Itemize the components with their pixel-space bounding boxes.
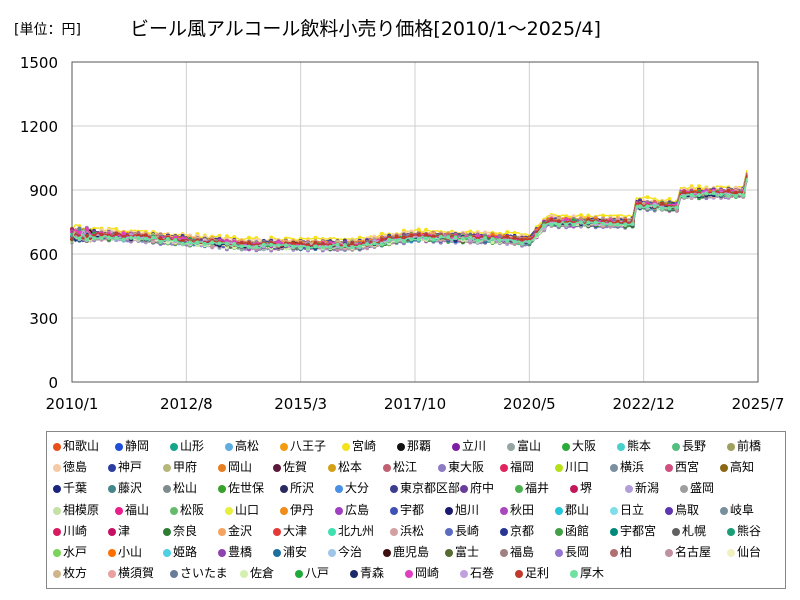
x-tick-label: 2017/10 [384, 395, 446, 413]
data-point [379, 231, 384, 236]
data-point [247, 235, 251, 240]
data-point [416, 227, 421, 232]
unit-label: [単位：円] [14, 22, 81, 38]
x-tick-label: 2025/7 [732, 395, 785, 413]
series-lines [70, 169, 748, 253]
data-point [697, 184, 701, 189]
data-point [579, 213, 583, 218]
chart-title: ビール風アルコール飲料小売り価格[2010/1～2025/4] [130, 18, 601, 40]
data-point [505, 230, 510, 235]
data-point [232, 235, 237, 240]
x-tick-label: 2012/8 [160, 395, 213, 413]
data-point [424, 227, 429, 232]
data-point [372, 234, 377, 239]
data-point [645, 195, 650, 200]
data-point [114, 227, 119, 231]
x-tick-label: 2010/1 [46, 395, 99, 413]
y-tick-labels: 0 300 600 900 1200 1500 [20, 54, 58, 392]
data-point [667, 197, 672, 201]
data-point [564, 214, 569, 219]
x-tick-label: 2015/3 [274, 395, 327, 413]
data-point [313, 235, 318, 240]
data-point [512, 231, 517, 235]
x-tick-labels: 2010/1 2012/8 2015/3 2017/10 2020/5 2022/12 20… [46, 395, 785, 413]
y-tick-label: 600 [29, 246, 58, 264]
data-point [224, 234, 229, 239]
y-tick-label: 900 [29, 182, 58, 200]
grid-lines [71, 61, 759, 383]
y-tick-label: 300 [29, 310, 58, 328]
y-tick-label: 1500 [20, 54, 58, 72]
x-tick-label: 2022/12 [613, 395, 675, 413]
data-point [601, 213, 606, 218]
y-tick-label: 0 [48, 374, 58, 392]
x-tick-label: 2020/5 [503, 395, 556, 413]
y-tick-label: 1200 [20, 118, 58, 136]
